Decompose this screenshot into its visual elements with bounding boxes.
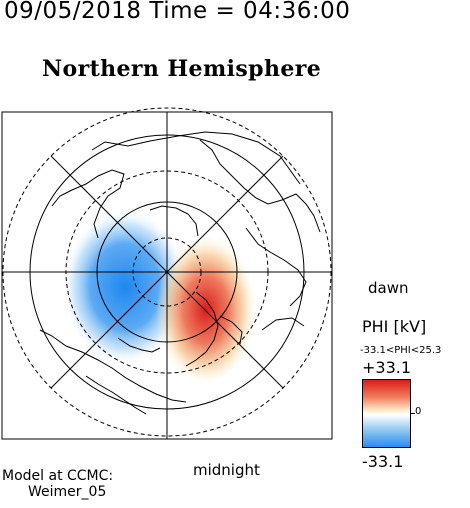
scale-title: PHI [kV] <box>362 317 427 336</box>
longitude-lines <box>2 112 332 439</box>
midnight-label: midnight <box>193 461 260 479</box>
model-name: Weimer_05 <box>28 484 107 500</box>
color-scale-zero-tick <box>410 413 415 414</box>
negative-potential-cell <box>62 209 188 365</box>
scale-zero-label: 0 <box>415 406 422 417</box>
dawn-label: dawn <box>368 279 409 297</box>
map-title: Northern Hemisphere <box>42 56 322 82</box>
scale-range: -33.1<PHI<25.3 <box>360 345 442 356</box>
date-time-header: 09/05/2018 Time = 04:36:00 <box>4 0 351 24</box>
positive-potential-cell <box>156 236 256 384</box>
coastlines <box>39 131 321 415</box>
scale-max-label: +33.1 <box>362 358 412 377</box>
color-scale-bar <box>362 379 411 448</box>
model-credit: Model at CCMC: <box>2 468 114 484</box>
scale-min-label: -33.1 <box>362 452 404 471</box>
